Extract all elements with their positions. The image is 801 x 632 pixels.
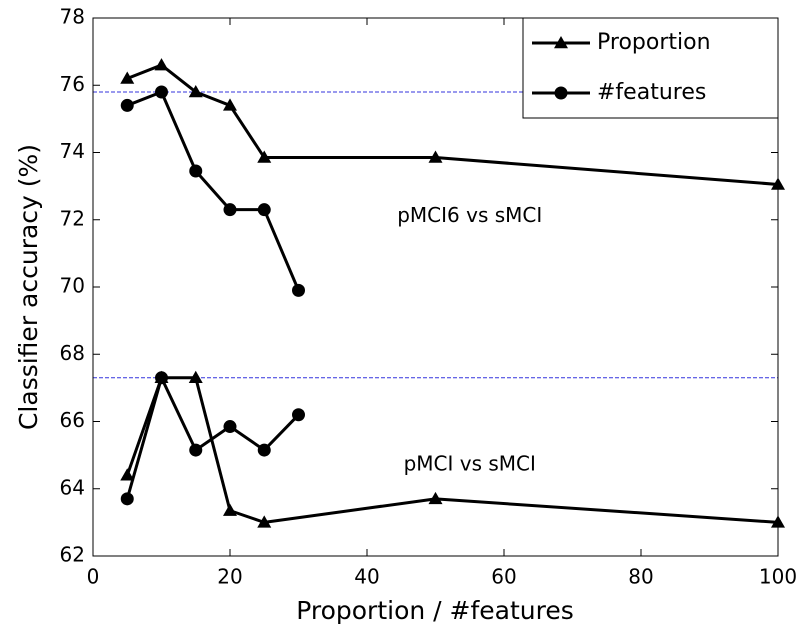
marker	[428, 150, 443, 163]
marker	[189, 443, 203, 457]
marker	[771, 515, 785, 528]
legend-label: #features	[597, 80, 706, 105]
y-axis-label: Classifier accuracy (%)	[14, 144, 43, 430]
data-line	[126, 90, 300, 291]
x-tick-label: 0	[87, 565, 100, 589]
marker	[120, 98, 134, 112]
data-line	[125, 376, 300, 500]
marker	[257, 150, 272, 163]
marker	[223, 203, 237, 217]
marker	[188, 84, 203, 98]
marker	[292, 283, 305, 297]
marker	[155, 85, 168, 99]
y-tick-label: 72	[60, 206, 85, 230]
y-tick-label: 74	[60, 139, 85, 163]
marker	[292, 408, 305, 422]
marker	[120, 71, 135, 84]
x-tick-label: 100	[759, 565, 797, 589]
marker	[120, 468, 135, 481]
marker	[223, 503, 237, 516]
marker	[223, 420, 237, 434]
y-tick-label: 62	[60, 543, 85, 567]
marker	[257, 443, 271, 457]
x-tick-label: 60	[491, 565, 516, 589]
marker	[154, 58, 169, 71]
plot-frame	[92, 17, 779, 557]
marker	[189, 164, 203, 178]
marker	[771, 177, 785, 190]
data-line	[125, 376, 779, 524]
annotation: pMCI6 vs sMCI	[397, 203, 542, 227]
marker	[257, 515, 272, 528]
legend-box	[522, 17, 779, 119]
y-tick-label: 68	[60, 341, 85, 365]
x-tick-label: 20	[217, 565, 242, 589]
y-tick-label: 64	[60, 475, 85, 499]
annotation: pMCI vs sMCI	[404, 452, 536, 476]
y-tick-label: 70	[60, 274, 85, 298]
marker	[554, 86, 568, 100]
y-tick-label: 66	[60, 408, 85, 432]
y-tick-label: 78	[60, 5, 85, 29]
marker	[257, 203, 271, 217]
marker	[428, 491, 443, 505]
x-tick-label: 80	[628, 565, 653, 589]
legend: Proportion #features	[522, 17, 779, 119]
marker	[554, 36, 568, 49]
marker	[155, 371, 168, 385]
legend-label: Proportion	[597, 30, 711, 55]
y-tick-label: 76	[60, 72, 85, 96]
x-axis-label: Proportion / #features	[296, 596, 574, 625]
x-tick-label: 40	[354, 565, 379, 589]
marker	[188, 370, 203, 384]
marker	[120, 492, 134, 506]
marker	[223, 98, 237, 111]
